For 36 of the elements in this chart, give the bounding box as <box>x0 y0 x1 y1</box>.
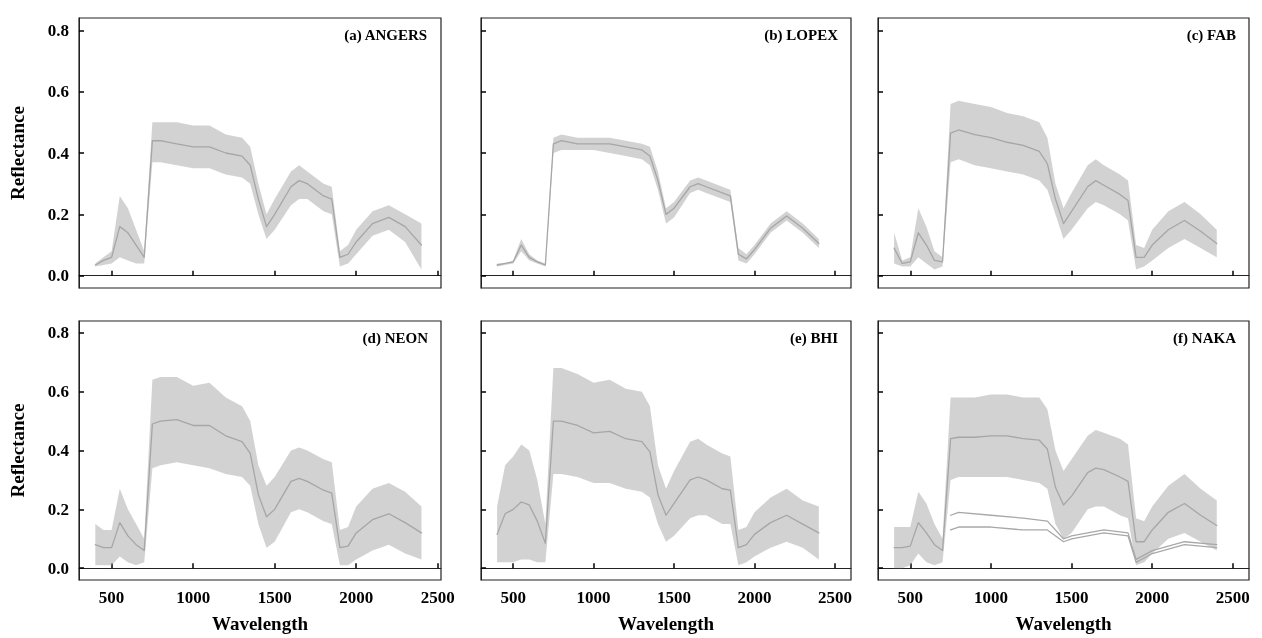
x-tick-label: 2500 <box>1215 588 1250 607</box>
y-tick-label: 0.4 <box>47 143 70 163</box>
y-tick-label: 0.0 <box>47 266 69 286</box>
x-tick-label: 1000 <box>973 588 1008 607</box>
x-tick-label: 1500 <box>257 588 292 607</box>
y-tick-label: 0.8 <box>47 20 69 40</box>
x-tick-label: 1000 <box>576 588 611 607</box>
text: (d) NEON <box>362 329 429 347</box>
x-tick-label: 2000 <box>1135 588 1170 607</box>
text: (e) BHI <box>790 329 839 347</box>
y-tick-label: 0.0 <box>47 558 69 578</box>
x-tick-label: 2500 <box>420 588 455 607</box>
x-axis-title: Wavelength <box>617 613 715 634</box>
y-axis-title: Reflectance <box>7 403 28 498</box>
x-tick-label: 2000 <box>737 588 772 607</box>
y-tick-label: 0.6 <box>47 82 69 102</box>
x-axis-title: Wavelength <box>211 613 309 634</box>
y-tick-label: 0.2 <box>47 204 69 224</box>
text: (a) ANGERS <box>344 26 428 44</box>
y-tick-label: 0.6 <box>47 382 69 402</box>
x-tick-label: 500 <box>500 588 526 607</box>
y-axis-title: Reflectance <box>7 106 28 200</box>
x-tick-label: 500 <box>98 588 125 607</box>
text: (f) NAKA <box>1173 329 1237 347</box>
x-tick-label: 2000 <box>339 588 374 607</box>
y-tick-label: 0.8 <box>47 323 69 343</box>
x-tick-label: 1500 <box>657 588 692 607</box>
x-tick-label: 500 <box>897 588 924 607</box>
text: (b) LOPEX <box>764 26 839 44</box>
x-axis-title: Wavelength <box>1015 613 1112 634</box>
x-tick-label: 1000 <box>176 588 211 607</box>
y-tick-label: 0.2 <box>47 499 69 519</box>
text: (c) FAB <box>1186 26 1237 44</box>
x-tick-label: 2500 <box>817 588 852 607</box>
y-tick-label: 0.4 <box>47 441 70 460</box>
x-tick-label: 1500 <box>1054 588 1089 607</box>
